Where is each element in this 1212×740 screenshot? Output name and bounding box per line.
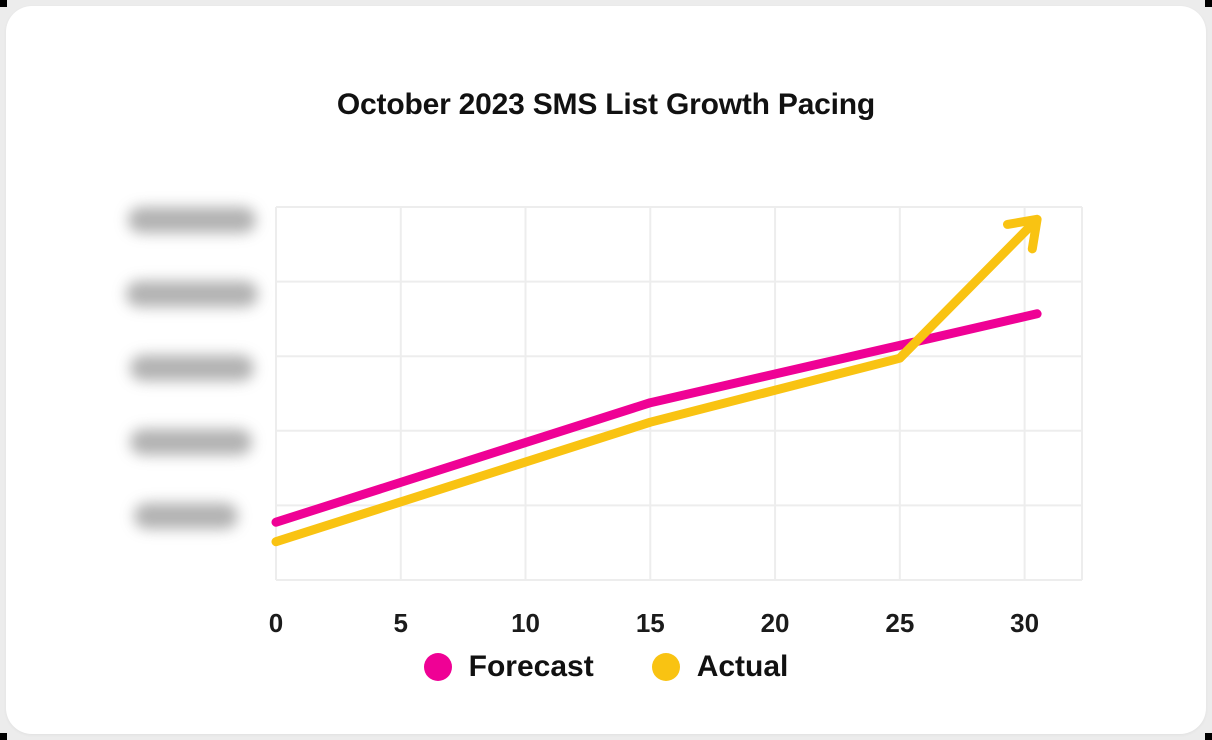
corner-marker-bottom-left: [0, 733, 7, 740]
y-axis-tick-label-redacted: [130, 355, 254, 381]
chart-series-layer: [271, 214, 1042, 547]
x-axis-tick-label: 5: [393, 608, 408, 638]
x-axis-tick-label: 30: [1010, 608, 1040, 638]
legend-swatch-icon: [651, 653, 680, 681]
corner-marker-top-right: [1205, 0, 1212, 7]
x-axis-tick-label: 10: [511, 608, 540, 638]
legend-label: Actual: [696, 650, 789, 683]
legend-item-actual[interactable]: Actual: [651, 650, 789, 683]
chart-card: October 2023 SMS List Growth Pacing 0 5 10…: [6, 6, 1206, 734]
x-axis-tick-label: 25: [885, 608, 915, 638]
series-arrowhead-actual: [1003, 214, 1042, 254]
y-axis-tick-label-redacted: [130, 429, 252, 455]
chart-legend: Forecast Actual: [6, 652, 1206, 682]
series-line-actual: [271, 223, 1034, 547]
chart-plot-area: 0 5 10 15 20 25 30: [6, 6, 1206, 734]
legend-swatch-icon: [423, 653, 452, 681]
x-axis-tick-label: 20: [760, 608, 790, 638]
x-axis-tick-label: 15: [635, 608, 665, 638]
y-axis-tick-label-redacted: [126, 281, 258, 307]
corner-marker-top-left: [0, 0, 7, 7]
chart-title: October 2023 SMS List Growth Pacing: [336, 88, 876, 121]
y-axis-tick-label-redacted: [128, 207, 256, 233]
legend-label: Forecast: [468, 650, 594, 683]
corner-marker-bottom-right: [1205, 733, 1212, 740]
y-axis-tick-label-redacted: [134, 503, 238, 529]
x-axis-tick-label: 0: [268, 608, 284, 638]
legend-item-forecast[interactable]: Forecast: [423, 650, 594, 683]
line-chart-svg: [271, 206, 1083, 581]
